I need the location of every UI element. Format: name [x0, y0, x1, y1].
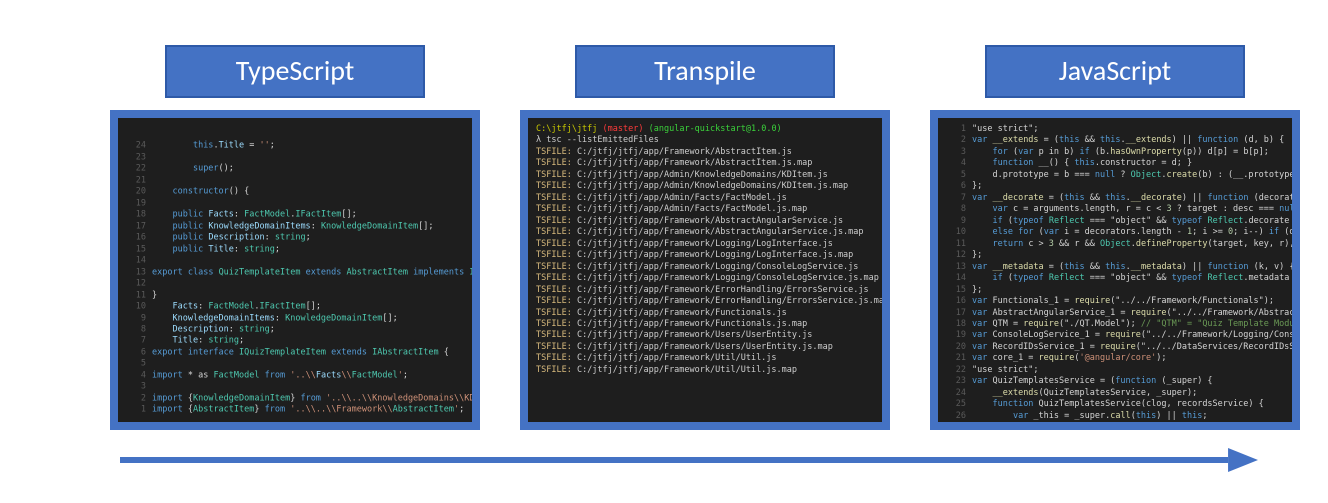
transpile-output-panel: C:\jtfj\jtfj (master) (angular-quickstar… — [520, 110, 890, 430]
typescript-code-panel: 24 this.Title = ''; 23 22 super(); 21 20… — [110, 110, 480, 430]
javascript-title: JavaScript — [985, 45, 1245, 98]
typescript-column: TypeScript 24 this.Title = ''; 23 22 sup… — [110, 45, 480, 430]
typescript-title: TypeScript — [165, 45, 425, 98]
transpile-column: Transpile C:\jtfj\jtfj (master) (angular… — [520, 45, 890, 430]
diagram-stage: TypeScript 24 this.Title = ''; 23 22 sup… — [110, 45, 1268, 430]
transpile-title: Transpile — [575, 45, 835, 98]
javascript-column: JavaScript 1"use strict"; 2var __extends… — [930, 45, 1300, 430]
javascript-code-panel: 1"use strict"; 2var __extends = (this &&… — [930, 110, 1300, 430]
flow-arrow — [120, 445, 1258, 475]
